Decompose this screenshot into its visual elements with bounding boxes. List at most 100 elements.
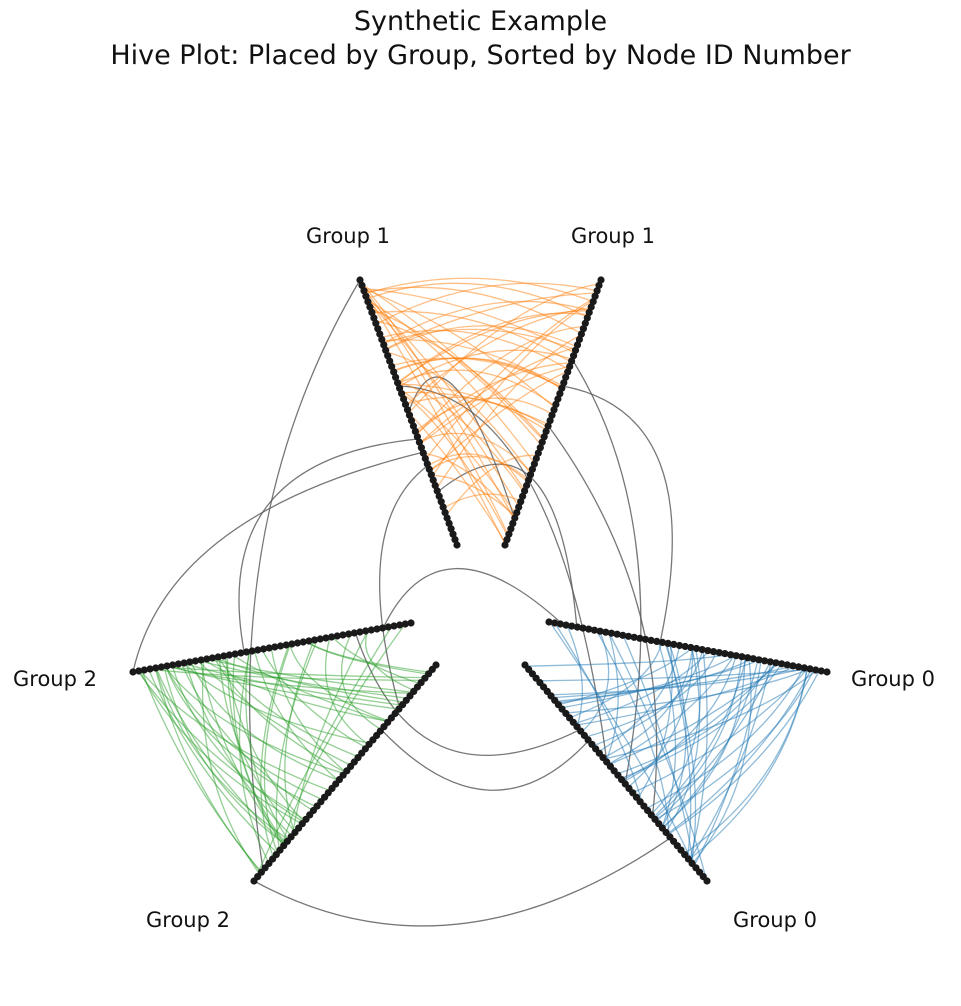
node [390, 622, 398, 630]
node [778, 660, 786, 668]
edge-group1 [364, 292, 506, 545]
edge-group2 [261, 649, 367, 749]
node [761, 657, 769, 665]
node [396, 621, 404, 629]
node [453, 541, 461, 549]
node [231, 650, 239, 658]
node [135, 667, 143, 675]
node [517, 498, 525, 506]
edge-group0 [632, 668, 809, 794]
edge-group0 [661, 643, 687, 828]
node [579, 325, 588, 333]
edge-between-13 [379, 464, 429, 709]
node [560, 379, 568, 387]
node [208, 654, 216, 662]
edge-group0 [662, 659, 759, 830]
node [783, 661, 791, 669]
edge-group1 [382, 339, 562, 390]
edge-group2 [201, 659, 261, 875]
node [709, 648, 718, 656]
node [350, 629, 358, 637]
axis-label-group2-b: Group 2 [146, 908, 230, 932]
node [530, 460, 539, 468]
edge-group2 [253, 650, 339, 782]
node [585, 625, 593, 633]
node [384, 623, 392, 631]
node [271, 643, 279, 651]
node [573, 623, 582, 631]
node [624, 632, 633, 640]
edge-group0 [566, 624, 583, 727]
node [413, 433, 421, 441]
node [590, 626, 599, 634]
edge-group2 [226, 655, 284, 847]
node [589, 298, 597, 306]
node [157, 663, 165, 671]
node [593, 287, 601, 295]
node [602, 628, 610, 636]
axis-label-group1-a: Group 1 [571, 224, 655, 248]
node [373, 625, 381, 633]
node [360, 287, 368, 295]
edge-group1 [366, 299, 520, 508]
node [573, 341, 582, 349]
node [380, 341, 388, 349]
node [449, 530, 457, 538]
node [358, 281, 366, 289]
node [311, 636, 319, 644]
node [507, 525, 515, 533]
node [400, 395, 408, 403]
node [823, 668, 831, 676]
edge-group1 [416, 325, 585, 436]
axis-nodes [129, 276, 831, 885]
edge-group2 [289, 644, 390, 722]
node [550, 406, 558, 414]
node [526, 471, 535, 479]
edge-group2 [155, 667, 286, 845]
node [613, 630, 621, 638]
node [140, 666, 148, 674]
node [242, 648, 251, 656]
node [664, 639, 672, 648]
node [766, 658, 774, 666]
edge-group1 [380, 329, 569, 371]
edge-group0 [595, 630, 670, 836]
node [409, 422, 417, 430]
node [214, 653, 222, 661]
edge-group1 [370, 308, 542, 446]
node [421, 454, 429, 463]
node [692, 644, 701, 653]
node [191, 657, 199, 665]
node [538, 438, 546, 446]
edge-group1 [359, 280, 515, 520]
node [248, 647, 256, 655]
axis-lines [132, 279, 828, 882]
node [670, 640, 678, 649]
edge-group0 [667, 668, 812, 835]
node [328, 633, 336, 641]
node [732, 652, 740, 660]
edge-group2 [270, 647, 347, 773]
node [401, 400, 410, 408]
edge-group1 [393, 357, 563, 387]
node [501, 541, 509, 549]
node [429, 476, 437, 484]
node [163, 662, 171, 670]
node [579, 624, 587, 632]
edge-group0 [653, 656, 743, 820]
edge-group0 [688, 661, 772, 861]
node [403, 406, 412, 414]
node [390, 368, 398, 376]
node [568, 357, 576, 365]
edge-group1 [398, 383, 547, 431]
node [435, 492, 443, 500]
node [749, 655, 757, 663]
edge-group0 [620, 663, 782, 780]
edge-group1 [419, 432, 532, 473]
node [536, 444, 544, 452]
edge-between-11 [354, 632, 580, 756]
node [698, 646, 706, 654]
node [653, 637, 661, 646]
node [540, 433, 548, 441]
